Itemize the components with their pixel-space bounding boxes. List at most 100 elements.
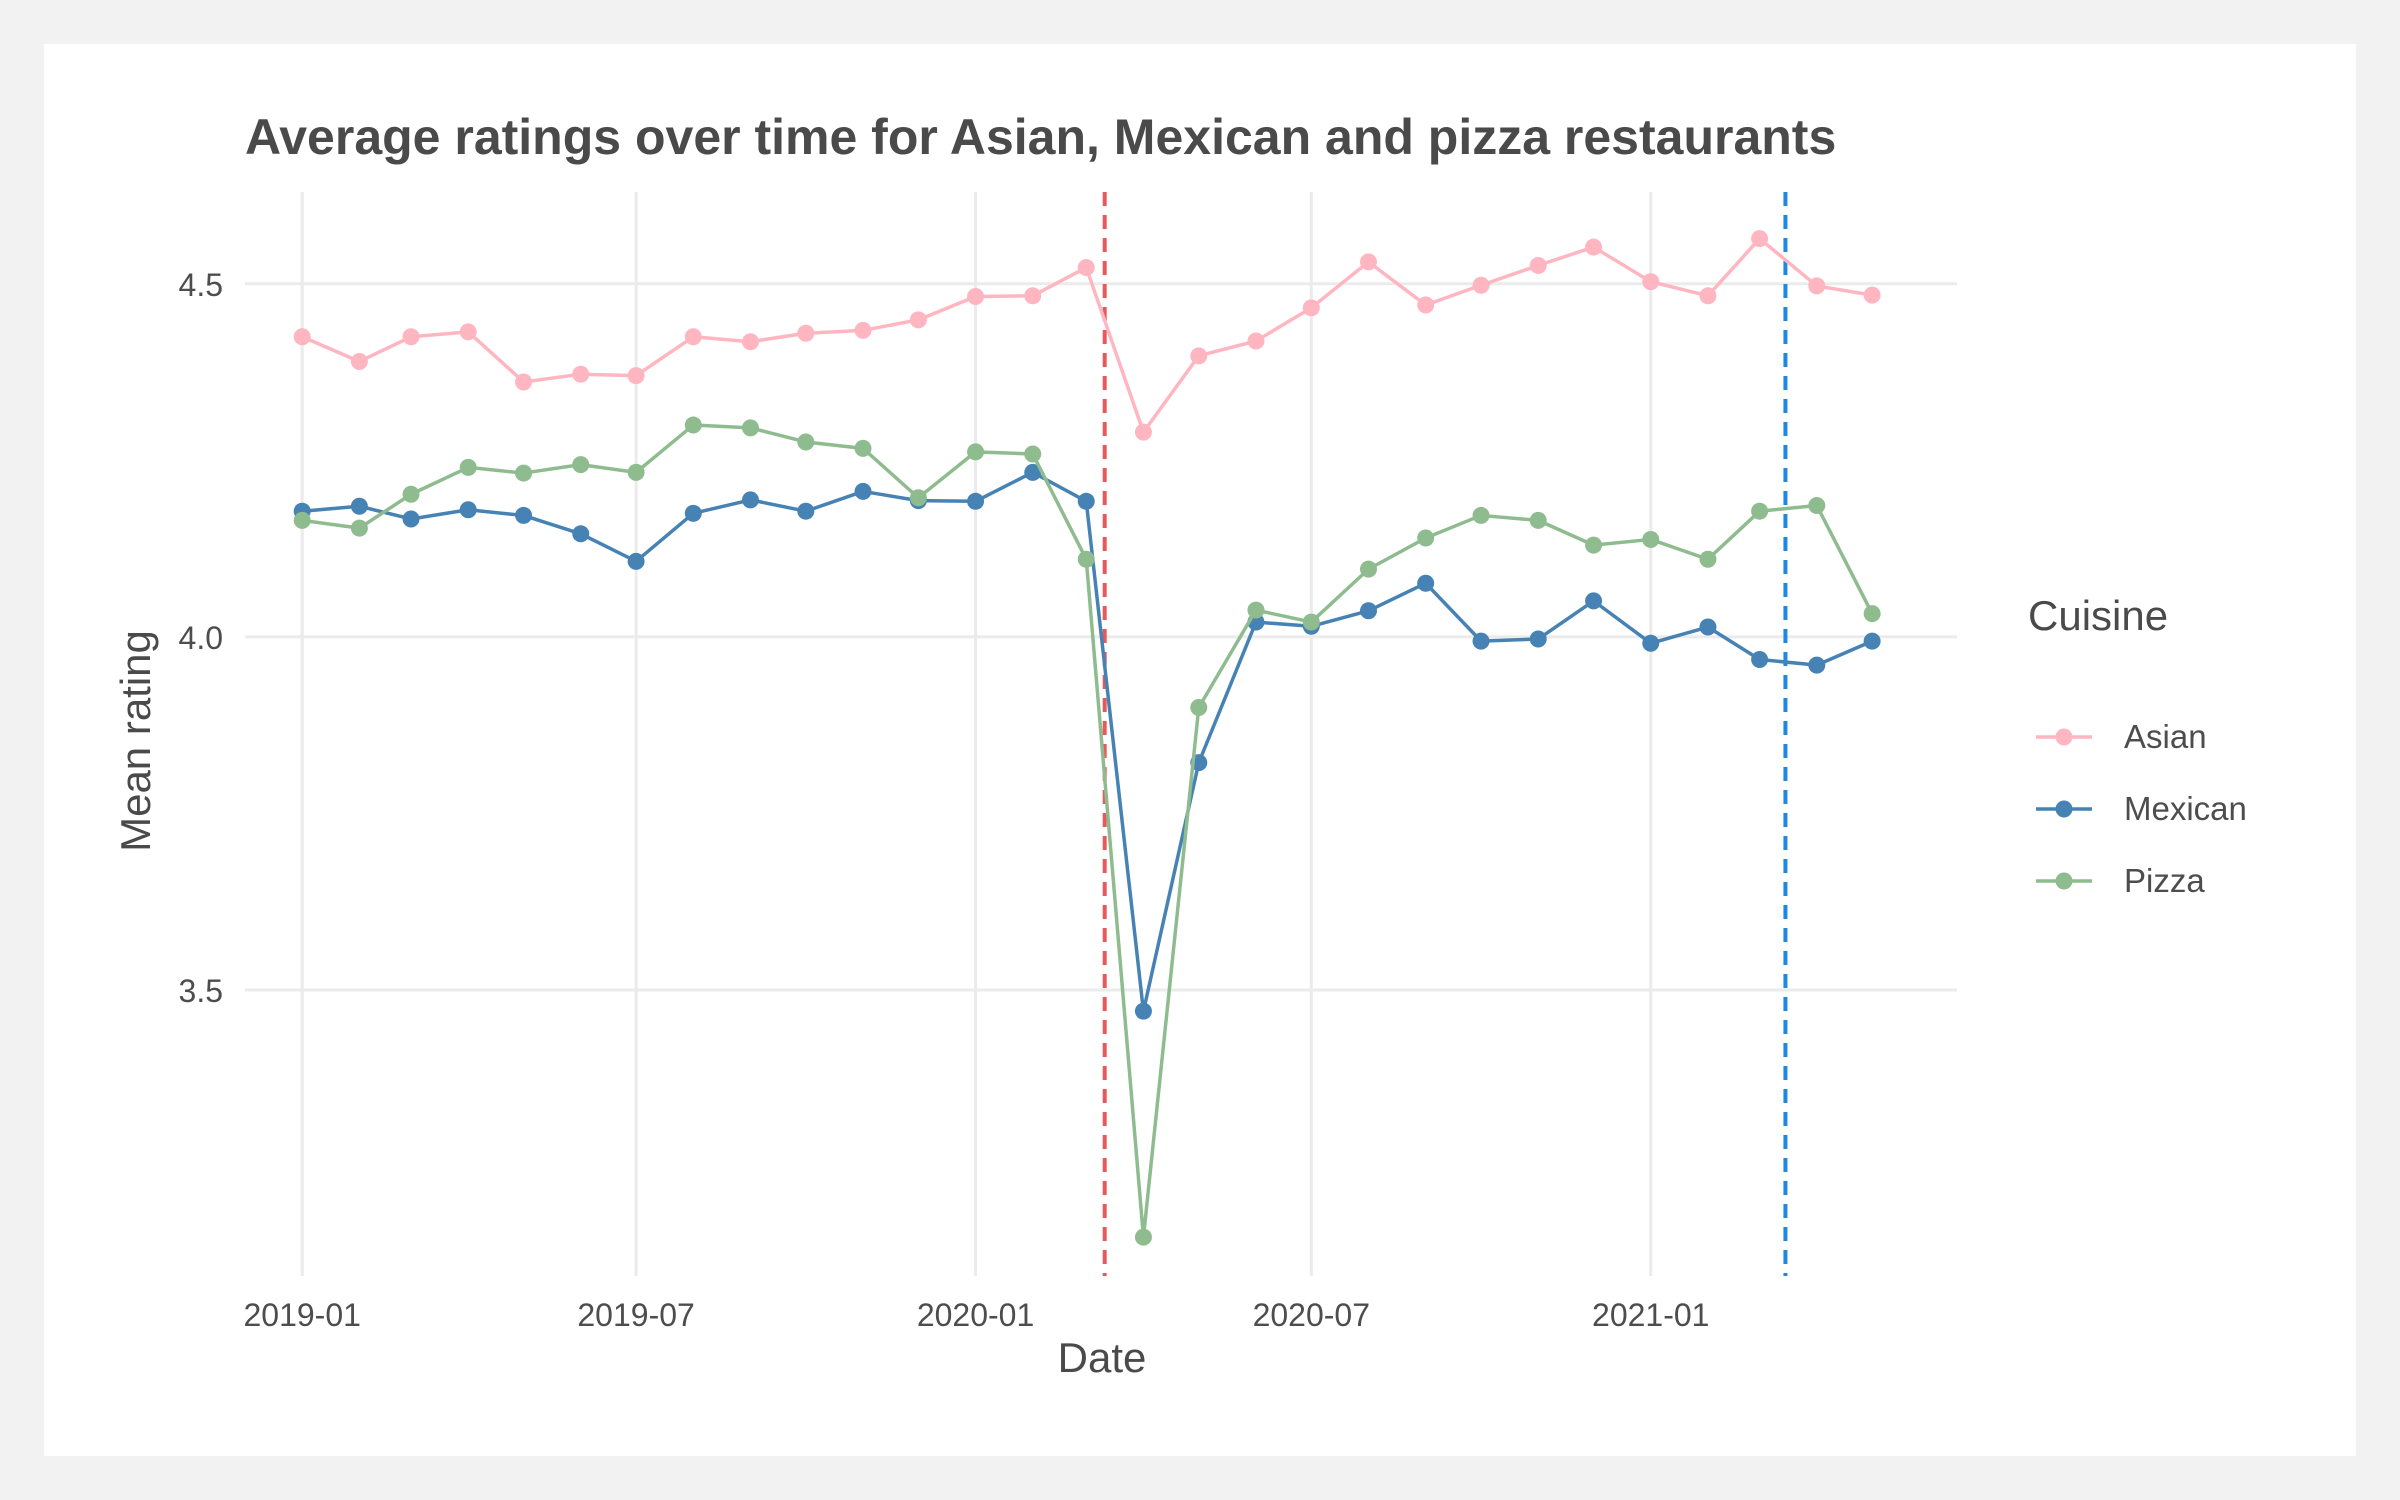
- legend-item-mexican: Mexican: [2036, 790, 2247, 827]
- data-point-mexican: [1808, 656, 1826, 674]
- data-point-asian: [1024, 287, 1042, 305]
- x-tick-label: 2020-01: [917, 1297, 1034, 1333]
- data-point-pizza: [402, 485, 420, 503]
- legend-label: Pizza: [2124, 862, 2205, 899]
- data-point-pizza: [854, 439, 872, 457]
- data-point-mexican: [1472, 632, 1490, 650]
- data-point-mexican: [967, 492, 985, 510]
- data-point-mexican: [854, 482, 872, 500]
- data-point-asian: [1247, 332, 1265, 350]
- data-point-pizza: [1863, 605, 1881, 623]
- data-point-mexican: [515, 506, 533, 524]
- data-point-asian: [1472, 276, 1490, 294]
- data-point-pizza: [1417, 529, 1435, 547]
- line-chart: 2019-01 2019-07 2020-01 2020-07 2021-01 3.5 4…: [112, 109, 2247, 1381]
- data-point-asian: [1699, 287, 1717, 305]
- data-point-asian: [1077, 259, 1095, 277]
- data-point-mexican: [459, 501, 477, 519]
- series-asian: [293, 230, 1881, 441]
- data-point-asian: [1863, 286, 1881, 304]
- x-axis-label: Date: [1058, 1334, 1147, 1381]
- data-point-asian: [1302, 299, 1320, 317]
- data-point-mexican: [1863, 632, 1881, 650]
- data-point-pizza: [572, 456, 590, 474]
- y-axis-ticks: 3.5 4.0 4.5: [179, 267, 223, 1009]
- y-tick-label: 4.5: [179, 267, 223, 303]
- data-point-asian: [1134, 423, 1152, 441]
- data-point-asian: [909, 311, 927, 329]
- data-point-mexican: [572, 525, 590, 543]
- data-point-asian: [1360, 253, 1377, 271]
- data-point-pizza: [1247, 601, 1265, 619]
- data-point-mexican: [1077, 492, 1095, 510]
- data-point-pizza: [1024, 445, 1042, 463]
- data-point-pizza: [967, 443, 985, 461]
- data-point-asian: [572, 365, 590, 383]
- x-tick-label: 2019-01: [243, 1297, 360, 1333]
- data-point-mexican: [741, 491, 759, 509]
- data-point-pizza: [909, 489, 927, 507]
- data-point-pizza: [1751, 502, 1769, 520]
- x-tick-label: 2021-01: [1592, 1297, 1709, 1333]
- data-point-mexican: [1642, 634, 1660, 652]
- data-point-asian: [515, 373, 533, 391]
- series-layer: [293, 230, 1881, 1246]
- legend-title: Cuisine: [2028, 592, 2168, 639]
- data-point-mexican: [1417, 574, 1435, 592]
- data-point-asian: [459, 323, 477, 341]
- data-point-asian: [854, 321, 872, 339]
- legend-item-pizza: Pizza: [2036, 862, 2205, 899]
- series-pizza: [293, 416, 1881, 1246]
- data-point-pizza: [1529, 511, 1547, 529]
- y-axis-label: Mean rating: [112, 630, 159, 852]
- data-point-pizza: [797, 433, 815, 451]
- data-point-asian: [627, 367, 645, 385]
- data-point-asian: [293, 328, 311, 346]
- data-point-asian: [1529, 256, 1547, 274]
- legend: Cuisine Asian Mexican Pizza: [2028, 592, 2247, 899]
- data-point-pizza: [741, 419, 759, 437]
- series-line-pizza: [301, 423, 1874, 1239]
- data-point-pizza: [684, 416, 702, 434]
- data-point-pizza: [1190, 699, 1208, 717]
- data-point-asian: [402, 328, 420, 346]
- data-point-asian: [1585, 238, 1603, 256]
- data-point-pizza: [1699, 550, 1717, 568]
- legend-marker: [2055, 728, 2073, 746]
- x-tick-label: 2020-07: [1253, 1297, 1370, 1333]
- data-point-mexican: [1024, 463, 1042, 481]
- legend-marker: [2055, 872, 2073, 890]
- data-point-pizza: [1585, 536, 1603, 554]
- data-point-pizza: [1360, 560, 1377, 578]
- data-point-pizza: [515, 464, 533, 482]
- data-point-asian: [350, 352, 368, 370]
- data-point-mexican: [1751, 650, 1769, 668]
- data-point-mexican: [1529, 630, 1547, 648]
- data-point-asian: [1642, 273, 1660, 291]
- chart-card: 2019-01 2019-07 2020-01 2020-07 2021-01 3.5 4…: [44, 44, 2356, 1456]
- data-point-asian: [797, 324, 815, 342]
- data-point-mexican: [684, 504, 702, 522]
- data-point-pizza: [1077, 550, 1095, 568]
- data-point-pizza: [459, 458, 477, 476]
- legend-item-asian: Asian: [2036, 718, 2207, 755]
- data-point-asian: [1190, 347, 1208, 365]
- data-point-pizza: [1808, 497, 1826, 515]
- y-tick-label: 3.5: [179, 973, 223, 1009]
- data-point-pizza: [627, 463, 645, 481]
- data-point-mexican: [797, 502, 815, 520]
- data-point-mexican: [1360, 602, 1377, 620]
- data-point-asian: [1808, 277, 1826, 295]
- data-point-mexican: [1585, 592, 1603, 610]
- legend-label: Asian: [2124, 718, 2207, 755]
- data-point-pizza: [1472, 506, 1490, 524]
- legend-marker: [2055, 800, 2073, 818]
- x-tick-label: 2019-07: [577, 1297, 694, 1333]
- data-point-mexican: [1134, 1002, 1152, 1020]
- data-point-mexican: [627, 552, 645, 570]
- data-point-mexican: [1699, 618, 1717, 636]
- legend-label: Mexican: [2124, 790, 2247, 827]
- data-point-pizza: [350, 519, 368, 537]
- data-point-mexican: [402, 510, 420, 528]
- chart-title: Average ratings over time for Asian, Mex…: [245, 109, 1836, 165]
